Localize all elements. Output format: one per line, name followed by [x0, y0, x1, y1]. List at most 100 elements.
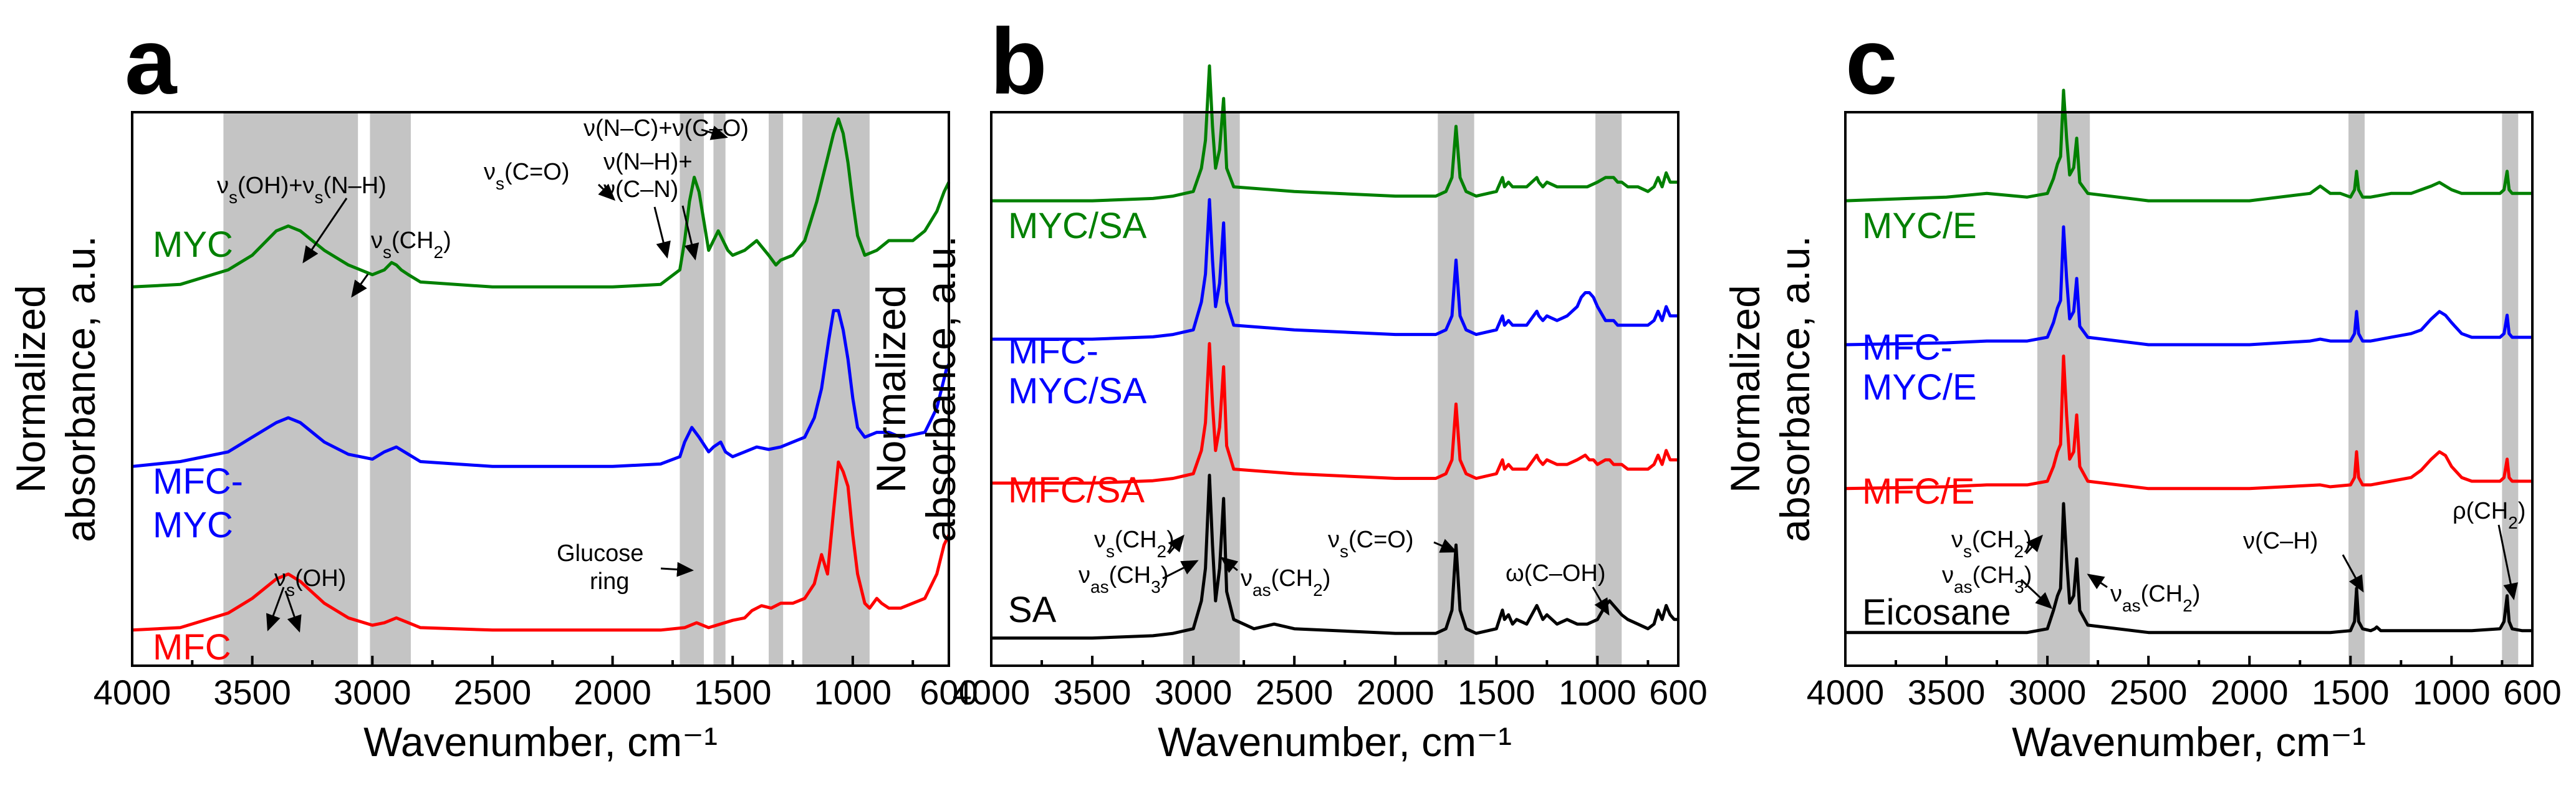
peak-annotation: νas(CH3) — [1942, 562, 2032, 597]
x-tick-label: 2500 — [2110, 673, 2188, 712]
shaded-band — [1595, 112, 1622, 666]
peak-annotation: νs(OH) — [274, 565, 346, 600]
spectrum-line-sa — [991, 474, 1678, 640]
chart-panel-c: Eicosane MFC/E MFC-MYC/E MYC/E 4000 3500 3000 2… — [1722, 9, 2562, 765]
y-axis-title: absorbance, a.u. — [1772, 236, 1818, 542]
plot-frame — [990, 111, 1680, 667]
x-tick-label: 3000 — [1155, 673, 1233, 712]
x-tick-label: 4000 — [1807, 673, 1885, 712]
y-axis-title: Normalized — [7, 285, 54, 493]
y-axis-title: absorbance, a.u. — [918, 236, 964, 542]
peak-annotation: νs(CH2) — [371, 228, 451, 262]
annotation-arrow — [1592, 587, 1610, 616]
annotation-arrow — [681, 205, 699, 261]
x-tick-label: 600 — [1649, 673, 1707, 712]
x-tick-label: 600 — [2503, 673, 2561, 712]
annotation-arrow — [302, 198, 348, 264]
peak-annotation: ν(N–C)+ν(C–O) — [584, 115, 749, 141]
shaded-band — [2348, 112, 2365, 666]
annotation-arrow — [2020, 578, 2053, 610]
spectrum-line-myc-e — [1845, 89, 2532, 203]
peak-annotation: ν(N–H)+ — [603, 149, 693, 175]
annotation-arrow — [266, 587, 285, 631]
x-tick-label: 2500 — [1256, 673, 1334, 712]
annotation-arrow — [284, 590, 302, 633]
annotation-arrow — [653, 206, 671, 259]
shaded-band — [370, 112, 411, 666]
spectrum-line-mfc-myc-e — [1845, 225, 2532, 347]
x-tick-label: 1500 — [694, 673, 772, 712]
shaded-band — [1438, 112, 1474, 666]
x-axis-title: Wavenumber, cm⁻¹ — [1158, 719, 1512, 765]
x-tick-label: 1000 — [1559, 673, 1636, 712]
annotation-arrow — [660, 562, 694, 577]
peak-annotation: νs(C=O) — [1328, 527, 1414, 561]
peak-annotation: ν(C–N) — [603, 176, 678, 203]
x-tick-label: 1500 — [1458, 673, 1536, 712]
series-label: MFC-MYC/E — [1862, 327, 1977, 408]
series-label: SA — [1008, 590, 1057, 630]
annotation-arrow — [597, 183, 616, 201]
annotation-arrow — [2497, 524, 2518, 600]
peak-annotation: νs(OH)+νs(N–H) — [217, 173, 387, 207]
y-axis-title: Normalized — [868, 285, 914, 493]
x-tick-label: 1000 — [814, 673, 892, 712]
plot-frame — [1844, 111, 2534, 667]
x-axis-title: Wavenumber, cm⁻¹ — [2012, 719, 2366, 765]
peak-annotation: νas(CH2) — [1241, 565, 1330, 600]
x-tick-label: 4000 — [94, 673, 171, 712]
series-label: MYC/E — [1862, 206, 1977, 246]
annotation-arrow — [1168, 534, 1185, 554]
y-axis-title: Normalized — [1722, 285, 1768, 493]
shaded-band — [2502, 112, 2519, 666]
spectrum-line-mfc-e — [1845, 354, 2532, 491]
x-tick-label: 2000 — [1357, 673, 1435, 712]
y-axis-title: absorbance, a.u. — [57, 236, 103, 542]
x-tick-label: 3000 — [2009, 673, 2087, 712]
spectrum-line-myc — [132, 117, 951, 289]
peak-annotation: νs(CH2) — [1094, 527, 1175, 561]
spectrum-line-mfc-myc-sa — [991, 198, 1678, 341]
x-tick-label: 4000 — [953, 673, 1031, 712]
x-tick-label: 600 — [920, 673, 978, 712]
series-label: MFC-MYC — [153, 461, 243, 545]
series-label: MFC/SA — [1008, 470, 1145, 511]
shaded-band — [713, 112, 726, 666]
x-tick-label: 2500 — [454, 673, 532, 712]
peak-annotation: Glucose — [557, 540, 643, 567]
series-label: MFC-MYC/SA — [1008, 331, 1147, 411]
annotation-arrow — [2087, 573, 2108, 590]
spectrum-line-mfc — [132, 460, 951, 632]
shaded-band — [769, 112, 784, 666]
x-tick-label: 1500 — [2312, 673, 2390, 712]
peak-annotation: ω(C–OH) — [1506, 560, 1606, 587]
x-tick-label: 3500 — [1054, 673, 1132, 712]
peak-annotation: νs(CH2) — [1951, 527, 2032, 561]
annotation-arrow — [1220, 557, 1239, 573]
series-label: Eicosane — [1862, 592, 2011, 633]
annotation-arrow — [2025, 534, 2043, 554]
peak-annotation: νs(C=O) — [484, 159, 570, 193]
shaded-band — [223, 112, 358, 666]
annotation-arrow — [351, 274, 369, 298]
peak-annotation: ρ(CH2) — [2453, 498, 2526, 532]
x-tick-label: 3500 — [1908, 673, 1986, 712]
x-tick-label: 3000 — [334, 673, 411, 712]
annotation-arrow — [1433, 539, 1458, 553]
annotation-arrow — [701, 125, 728, 140]
spectrum-line-eicosane — [1845, 502, 2532, 635]
peak-annotation: ring — [590, 568, 629, 595]
series-label: MYC — [153, 224, 233, 265]
spectrum-line-myc-sa — [991, 64, 1678, 203]
spectrum-line-mfc-myc — [132, 309, 951, 468]
annotation-arrow — [1162, 560, 1199, 580]
panel-letter: a — [125, 9, 178, 113]
series-label: MYC/SA — [1008, 206, 1147, 246]
series-label: MFC/E — [1862, 471, 1974, 512]
x-tick-label: 3500 — [213, 673, 291, 712]
plot-frame — [131, 111, 950, 667]
spectrum-line-mfc-sa — [991, 342, 1678, 485]
peak-annotation: ν(C–H) — [2243, 528, 2318, 554]
